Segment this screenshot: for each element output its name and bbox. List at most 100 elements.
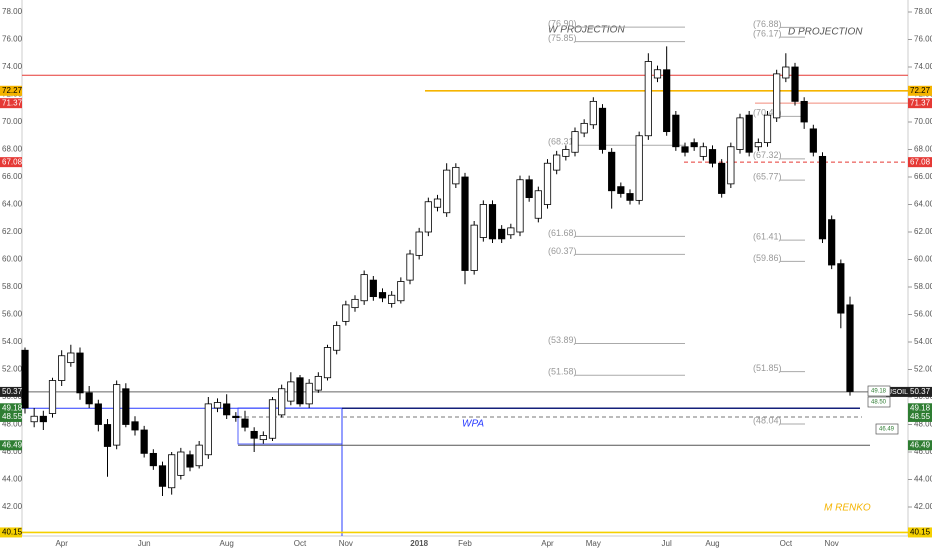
candle-body (424, 201, 432, 233)
candle-body (818, 155, 827, 240)
d-projection-title: D PROJECTION (788, 27, 863, 38)
right-tick-label: 56.00 (914, 310, 932, 319)
callout-box (875, 423, 899, 435)
left-price-tag-label: 67.08 (2, 157, 23, 166)
right-tick-label: 62.00 (914, 227, 932, 236)
x-tick-label: Aug (220, 539, 234, 548)
candle-body (433, 198, 442, 208)
projection-label: (76.90) (548, 19, 577, 29)
w-projection-title: W PROJECTION (548, 25, 625, 36)
right-price-tag (908, 386, 932, 397)
left-tick-label: 60.00 (2, 255, 23, 264)
right-price-tag-label: 71.37 (910, 98, 931, 107)
candle-body (177, 451, 185, 476)
candle-body (406, 253, 414, 281)
callout-box (867, 396, 891, 408)
renko-label: M RENKO (824, 503, 871, 514)
left-tick-label: 68.00 (2, 145, 23, 154)
candle-body (259, 435, 267, 441)
right-tick-label: 74.00 (914, 62, 932, 71)
candle-body (314, 375, 322, 391)
projection-label: (76.88) (753, 19, 782, 29)
candle-body (791, 66, 799, 102)
candle-body (223, 403, 231, 416)
left-tick-label: 74.00 (2, 62, 23, 71)
candle-body (443, 169, 451, 214)
candle-body (708, 149, 717, 164)
candle-body (103, 424, 112, 447)
candle-body (635, 135, 643, 201)
candle-body (131, 421, 139, 431)
left-price-tag-label: 71.37 (2, 98, 23, 107)
projection-label: (61.41) (753, 231, 782, 241)
candle-body (287, 381, 295, 402)
symbol-label: USOIL (887, 389, 908, 396)
right-tick-label: 46.00 (914, 447, 932, 456)
projection-label: (51.58) (548, 367, 577, 377)
left-tick-label: 44.00 (2, 475, 23, 484)
left-price-tag (0, 411, 22, 422)
candle-body (296, 377, 304, 405)
callout-box (867, 385, 891, 397)
projection-label: (67.32) (753, 150, 782, 160)
candle-body (378, 292, 387, 299)
x-tick-label: Apr (55, 539, 68, 548)
right-tick-label: 78.00 (914, 7, 932, 16)
x-tick-label: Oct (294, 539, 307, 548)
candle-body (718, 162, 726, 194)
projection-label: (60.37) (548, 246, 577, 256)
left-price-tag (0, 527, 22, 538)
right-tick-label: 70.00 (914, 117, 932, 126)
candle-body (250, 430, 258, 439)
right-tick-label: 44.00 (914, 475, 932, 484)
x-tick-label: May (586, 539, 601, 548)
projection-label: (59.86) (753, 253, 782, 263)
x-tick-label: Aug (705, 539, 719, 548)
projection-label: (61.68) (548, 228, 577, 238)
candle-body (21, 349, 29, 409)
left-tick-label: 48.00 (2, 420, 23, 429)
candle-body (653, 69, 662, 79)
candle-body (351, 298, 359, 309)
candle-body (837, 263, 845, 314)
candle-body (305, 382, 313, 405)
right-price-tag (908, 157, 932, 168)
candle-body (580, 122, 588, 134)
right-tick-label: 60.00 (914, 255, 932, 264)
callout-label: 48.50 (871, 400, 887, 406)
candle-body (488, 204, 497, 240)
right-price-tag (908, 527, 932, 538)
left-price-tag-label: 40.15 (2, 528, 23, 537)
left-price-tag (0, 85, 22, 96)
right-tick-label: 76.00 (914, 35, 932, 44)
projection-label: (65.77) (753, 172, 782, 182)
projection-label: (76.17) (753, 29, 782, 39)
x-tick-label: Jun (138, 539, 151, 548)
left-tick-label: 46.00 (2, 447, 23, 456)
right-price-tag (908, 85, 932, 96)
x-tick-label: Feb (458, 539, 472, 548)
x-tick-label: 2018 (410, 539, 428, 548)
projection-label: (53.89) (548, 335, 577, 345)
candle-body (342, 304, 350, 322)
candle-body (360, 274, 368, 302)
right-price-tag (908, 411, 932, 422)
candle-body (699, 146, 707, 157)
candle-body (149, 452, 157, 467)
candle-body (626, 193, 634, 201)
candle-body (644, 61, 652, 137)
candle-body (617, 186, 625, 194)
candle-body (397, 281, 405, 302)
left-tick-label: 42.00 (2, 502, 23, 511)
left-tick-label: 54.00 (2, 337, 23, 346)
left-price-tag (0, 98, 22, 109)
left-price-tag-label: 72.27 (2, 86, 23, 95)
candle-body (800, 100, 808, 123)
candle-body (388, 294, 396, 304)
candle-body (809, 128, 817, 153)
candle-body (58, 355, 66, 381)
candle-body (232, 415, 240, 419)
candle-body (195, 444, 203, 467)
candle-body (507, 227, 515, 236)
